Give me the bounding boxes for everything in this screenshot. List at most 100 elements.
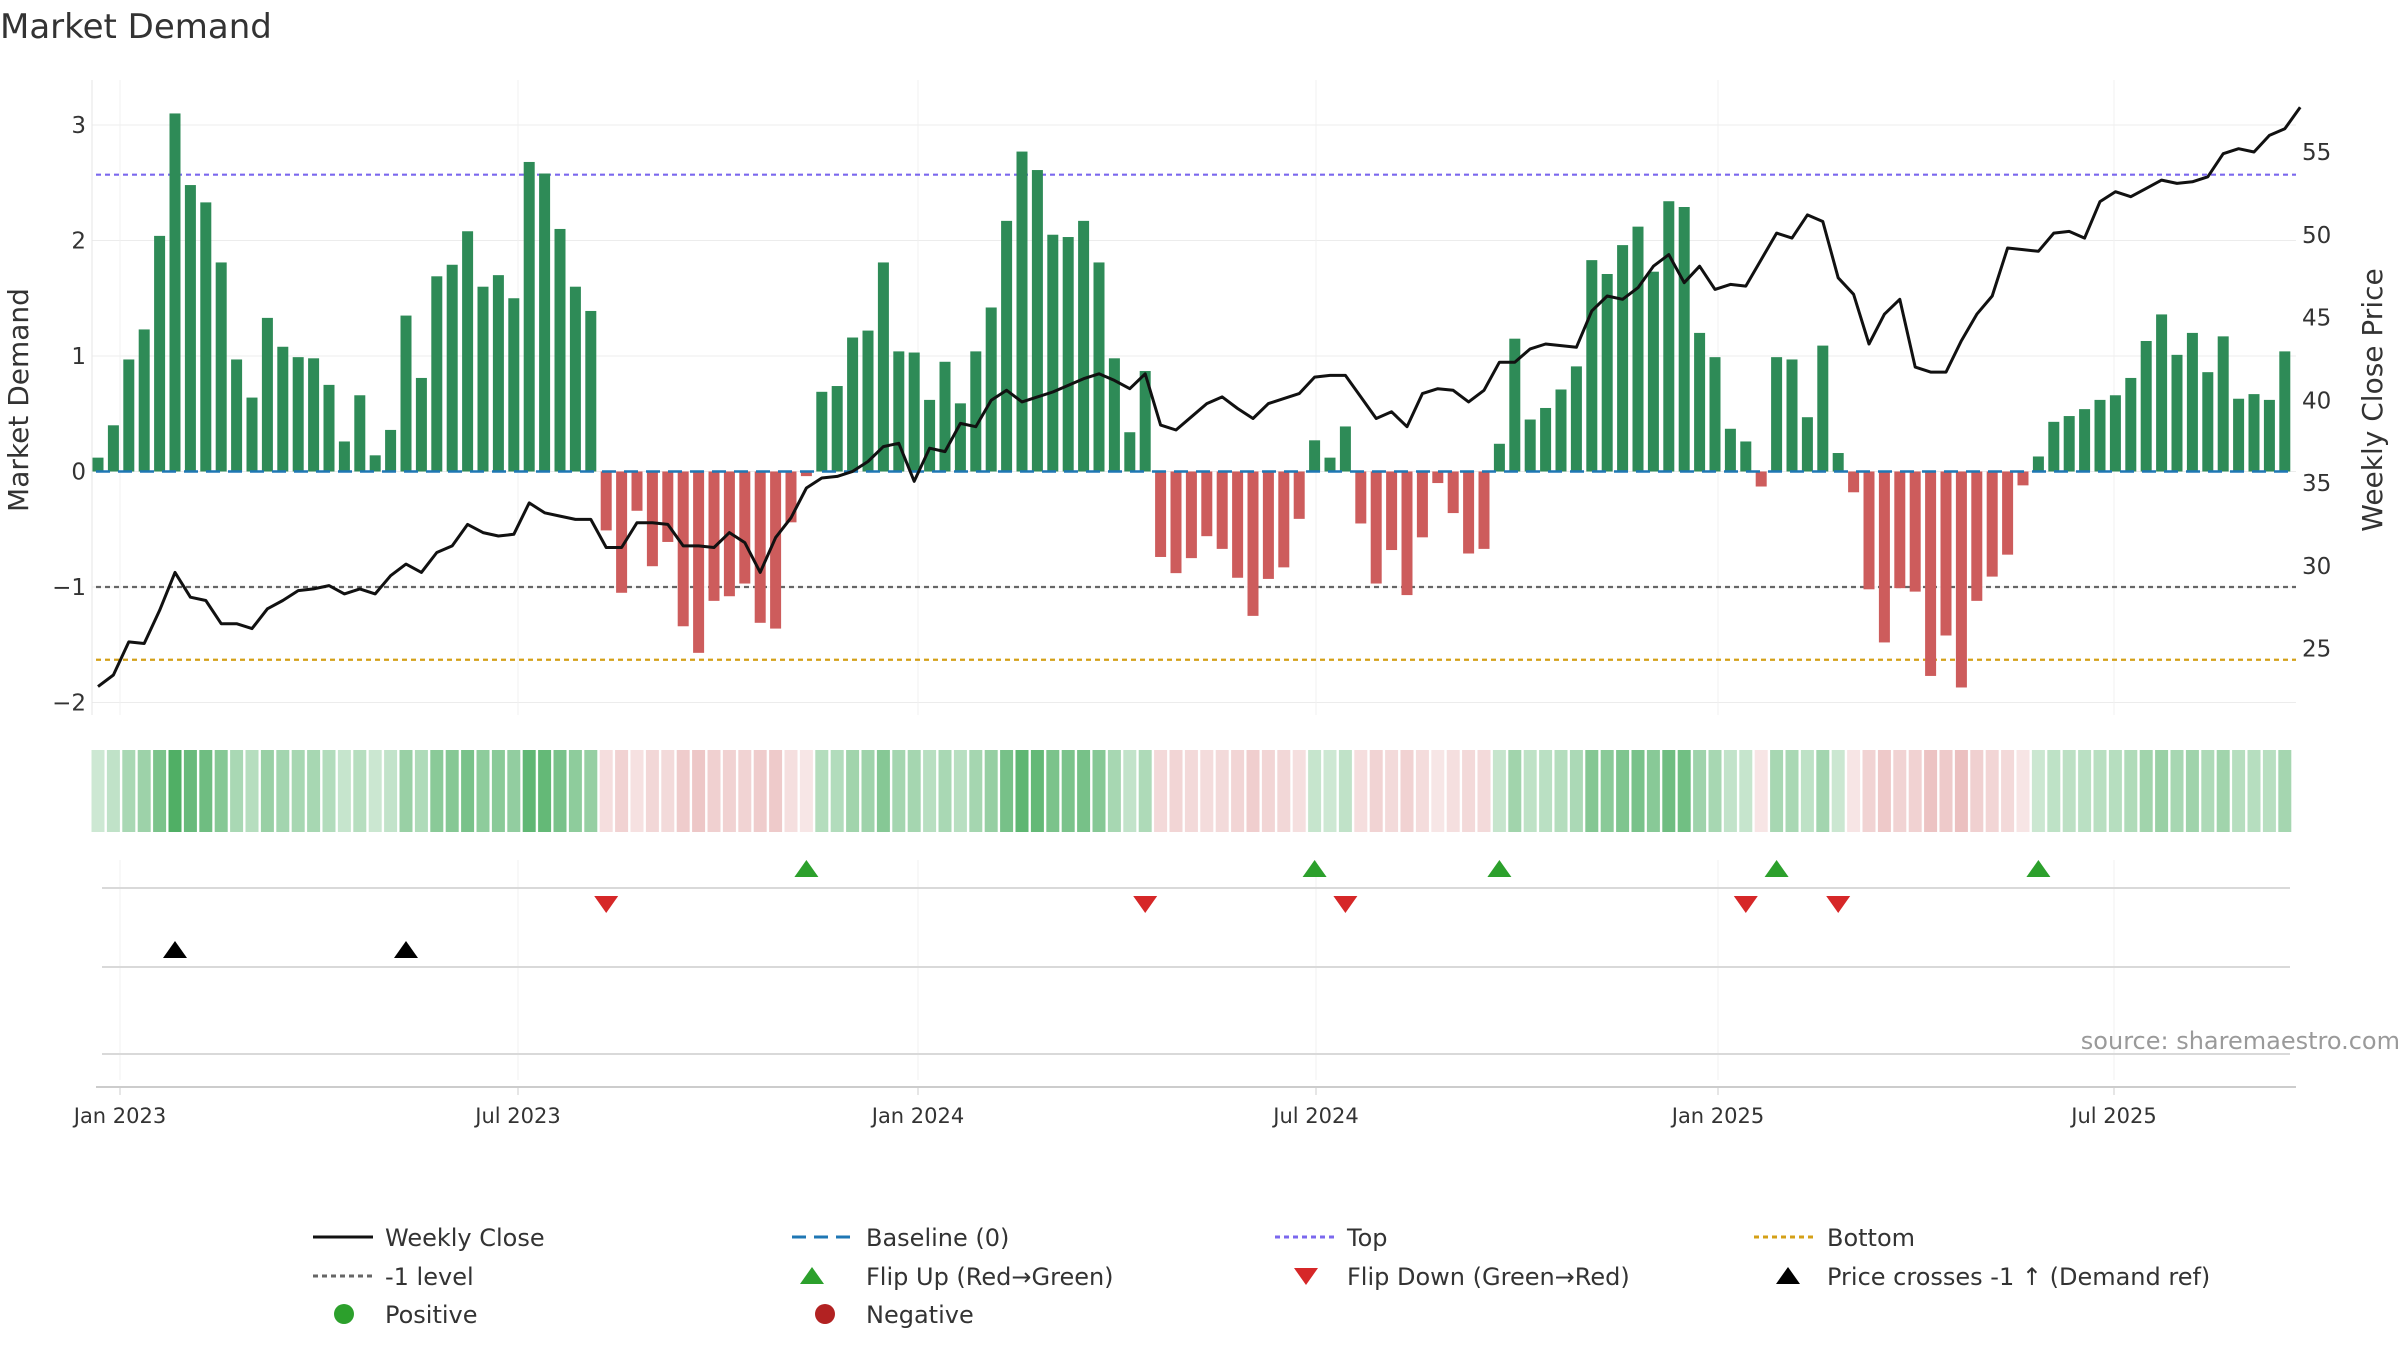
heat-cell	[1431, 750, 1445, 832]
heat-cell	[630, 750, 644, 832]
demand-bar	[1617, 245, 1629, 472]
heat-cell	[414, 750, 428, 832]
demand-bar	[2156, 314, 2168, 472]
heat-cell	[1000, 750, 1014, 832]
heat-cell	[1061, 750, 1075, 832]
demand-bar	[554, 228, 566, 472]
legend-top-label: Top	[1346, 1224, 1388, 1252]
demand-bar	[1555, 389, 1567, 472]
demand-bar	[292, 357, 304, 472]
demand-bar	[1309, 440, 1321, 472]
heat-cell	[1292, 750, 1306, 832]
heat-cell	[1092, 750, 1106, 832]
heat-cell	[384, 750, 398, 832]
legend-baseline-label: Baseline (0)	[866, 1224, 1009, 1252]
heat-cell	[1616, 750, 1630, 832]
y2-axis-label: Weekly Close Price	[2356, 268, 2389, 531]
heat-cell	[661, 750, 675, 832]
x-tick-label: Jul 2024	[1271, 1104, 1358, 1128]
demand-bar	[785, 471, 797, 523]
legend-positive-icon	[334, 1304, 354, 1324]
legend-flip-up-icon	[800, 1267, 824, 1284]
demand-bar	[107, 425, 119, 472]
legend-flip-up-label: Flip Up (Red→Green)	[866, 1263, 1114, 1291]
heat-cell	[1939, 750, 1953, 832]
demand-bar	[2186, 332, 2198, 472]
flip-down-marker	[594, 896, 619, 913]
legend-price-cross-icon	[1776, 1267, 1800, 1284]
demand-bar	[862, 330, 874, 472]
flip-up-marker	[1764, 860, 1789, 877]
heat-cell	[1646, 750, 1660, 832]
demand-bar	[1817, 345, 1829, 472]
flip-down-marker	[1826, 896, 1851, 913]
chart-title: Market Demand	[0, 7, 272, 47]
heat-cell	[1662, 750, 1676, 832]
demand-bar	[2109, 395, 2121, 472]
weekly-close-line-group	[97, 106, 2302, 688]
demand-bar	[1509, 338, 1521, 472]
heat-cell	[1770, 750, 1784, 832]
heat-cell	[584, 750, 598, 832]
demand-bar	[2233, 398, 2245, 472]
legend-flip-down-label: Flip Down (Green→Red)	[1347, 1263, 1630, 1291]
heat-cell	[738, 750, 752, 832]
demand-bar	[631, 471, 643, 511]
heat-cell	[1523, 750, 1537, 832]
heat-cell	[1462, 750, 1476, 832]
heat-cell	[368, 750, 382, 832]
heat-cell	[507, 750, 521, 832]
source-credit: source: sharemaestro.com	[2081, 1027, 2400, 1055]
demand-bar	[1848, 471, 1860, 493]
price-cross-marker	[394, 941, 418, 958]
demand-bar	[816, 391, 828, 472]
demand-bar	[831, 386, 843, 472]
heat-cell	[2047, 750, 2061, 832]
demand-bar	[1925, 471, 1937, 676]
demand-bar	[1524, 419, 1536, 472]
demand-bar	[585, 310, 597, 472]
heat-cell	[2078, 750, 2092, 832]
demand-bar	[92, 457, 104, 472]
demand-bar	[1463, 471, 1475, 554]
demand-bar	[908, 352, 920, 472]
heat-cell	[568, 750, 582, 832]
demand-bar	[1709, 357, 1721, 472]
heat-cell	[1215, 750, 1229, 832]
demand-heat-strip	[91, 750, 2292, 832]
heat-cell	[1246, 750, 1260, 832]
heat-cell	[1308, 750, 1322, 832]
heat-cell	[461, 750, 475, 832]
heat-cell	[1723, 750, 1737, 832]
heat-cell	[815, 750, 829, 832]
demand-bar	[508, 298, 520, 472]
demand-bar	[446, 264, 458, 472]
heat-cell	[276, 750, 290, 832]
heat-cell	[892, 750, 906, 832]
heat-cell	[106, 750, 120, 832]
legend-price-cross-label: Price crosses -1 ↑ (Demand ref)	[1827, 1263, 2210, 1291]
legend-flip-up: Flip Up (Red→Green)	[800, 1263, 1114, 1291]
heat-cell	[1893, 750, 1907, 832]
demand-bar	[369, 455, 381, 472]
y2-tick-label: 55	[2302, 140, 2331, 166]
heat-cell	[2247, 750, 2261, 832]
x-tick-label: Jul 2023	[473, 1104, 560, 1128]
heat-cell	[122, 750, 136, 832]
heat-cell	[2124, 750, 2138, 832]
demand-bar	[1771, 357, 1783, 472]
heat-cell	[830, 750, 844, 832]
x-tick-label: Jul 2025	[2069, 1104, 2156, 1128]
demand-bar	[1570, 366, 1582, 472]
demand-bar	[1478, 471, 1490, 549]
heat-cell	[938, 750, 952, 832]
demand-bar	[1447, 471, 1459, 514]
demand-bar	[646, 471, 658, 567]
heat-cell	[245, 750, 259, 832]
heat-cell	[953, 750, 967, 832]
heat-cell	[1385, 750, 1399, 832]
heat-cell	[538, 750, 552, 832]
demand-bar	[1832, 453, 1844, 472]
heat-cell	[2062, 750, 2076, 832]
heat-cell	[2031, 750, 2045, 832]
